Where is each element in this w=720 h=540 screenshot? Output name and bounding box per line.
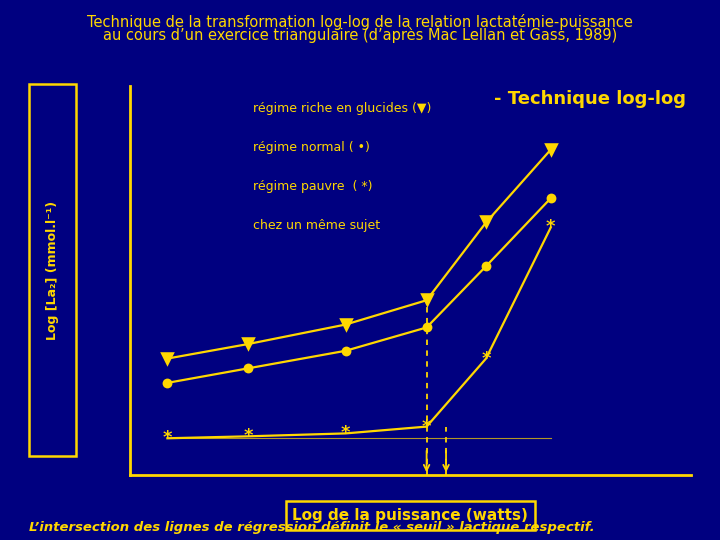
Point [243, 340, 254, 348]
Text: *: * [546, 218, 556, 237]
Point [340, 347, 351, 355]
Text: *: * [243, 427, 253, 446]
Text: *: * [163, 429, 172, 447]
Point [420, 323, 432, 332]
Point [243, 364, 254, 373]
Text: chez un même sujet: chez un même sujet [253, 219, 380, 232]
Point [161, 354, 173, 363]
Text: régime pauvre  ( *): régime pauvre ( *) [253, 180, 373, 193]
Point [161, 379, 173, 387]
Text: régime riche en glucides (▼): régime riche en glucides (▼) [253, 102, 431, 115]
Text: régime normal ( •): régime normal ( •) [253, 141, 370, 154]
Point [545, 145, 557, 154]
Text: *: * [481, 349, 491, 368]
Point [340, 320, 351, 329]
Text: *: * [422, 417, 431, 436]
Point [480, 218, 492, 227]
Text: Log de la puissance (watts): Log de la puissance (watts) [292, 508, 528, 523]
Text: - Technique log-log: - Technique log-log [494, 90, 685, 109]
Text: Technique de la transformation log-log de la relation lactatémie-puissance: Technique de la transformation log-log d… [87, 14, 633, 30]
Text: L’intersection des lignes de régression définit le « seuil » lactique respectif.: L’intersection des lignes de régression … [29, 521, 595, 534]
Point [545, 194, 557, 202]
Text: Log [La₂] (mmol.l⁻¹): Log [La₂] (mmol.l⁻¹) [45, 200, 59, 340]
Text: au cours d’un exercice triangulaire (d’après Mac Lellan et Gass, 1989): au cours d’un exercice triangulaire (d’a… [103, 27, 617, 43]
Text: *: * [341, 424, 351, 442]
Point [420, 296, 432, 305]
Point [480, 262, 492, 271]
